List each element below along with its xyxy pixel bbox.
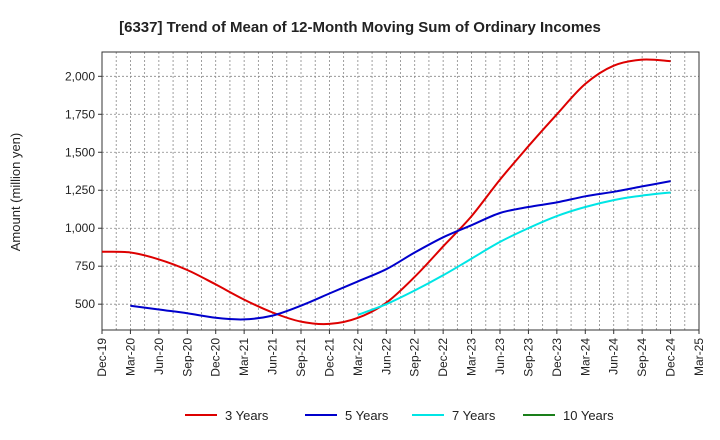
- x-tick-label: Jun-24: [607, 338, 621, 375]
- gridlines: [102, 52, 699, 330]
- x-tick-label: Mar-24: [578, 338, 592, 376]
- x-tick-label: Dec-21: [322, 338, 336, 377]
- y-tick-label: 750: [75, 259, 95, 273]
- x-tick-label: Mar-21: [237, 338, 251, 376]
- legend-label: 7 Years: [452, 408, 496, 423]
- x-tick-label: Sep-22: [408, 338, 422, 377]
- legend-label: 5 Years: [345, 408, 389, 423]
- y-axis-ticks: 500 750 1,000 1,250 1,500 1,750 2,000: [65, 69, 102, 311]
- x-tick-label: Jun-22: [379, 338, 393, 375]
- x-tick-label: Jun-21: [266, 338, 280, 375]
- legend-label: 10 Years: [563, 408, 614, 423]
- x-tick-label: Mar-20: [123, 338, 137, 376]
- x-tick-label: Sep-20: [180, 338, 194, 377]
- y-tick-label: 1,000: [65, 221, 95, 235]
- legend-label: 3 Years: [225, 408, 269, 423]
- series-line: [130, 180, 671, 321]
- x-tick-label: Jun-23: [493, 338, 507, 375]
- y-tick-label: 1,500: [65, 145, 95, 159]
- x-tick-label: Dec-23: [550, 338, 564, 377]
- x-tick-label: Sep-21: [294, 338, 308, 377]
- x-tick-label: Dec-24: [664, 338, 678, 377]
- y-tick-label: 500: [75, 297, 95, 311]
- x-tick-label: Jun-20: [152, 338, 166, 375]
- y-axis-label: Amount (million yen): [8, 133, 23, 252]
- y-tick-label: 1,250: [65, 183, 95, 197]
- legend: 3 Years 5 Years 7 Years 10 Years: [185, 408, 614, 423]
- plot-area: [101, 51, 700, 331]
- y-tick-label: 2,000: [65, 69, 95, 83]
- x-tick-label: Mar-23: [465, 338, 479, 376]
- chart-title: [6337] Trend of Mean of 12-Month Moving …: [119, 19, 601, 36]
- series-lines: [101, 58, 671, 326]
- series-line: [101, 58, 671, 326]
- x-tick-label: Dec-20: [209, 338, 223, 377]
- y-tick-label: 1,750: [65, 107, 95, 121]
- x-tick-label: Sep-24: [635, 338, 649, 377]
- x-tick-label: Mar-25: [692, 338, 706, 376]
- x-tick-label: Sep-23: [521, 338, 535, 377]
- series-line: [357, 191, 671, 316]
- x-axis-ticks: Dec-19 Mar-20 Jun-20 Sep-20 Dec-20 Mar-21 Jun-…: [95, 330, 706, 377]
- x-tick-label: Mar-22: [351, 338, 365, 376]
- x-tick-label: Dec-22: [436, 338, 450, 377]
- x-tick-label: Dec-19: [95, 338, 109, 377]
